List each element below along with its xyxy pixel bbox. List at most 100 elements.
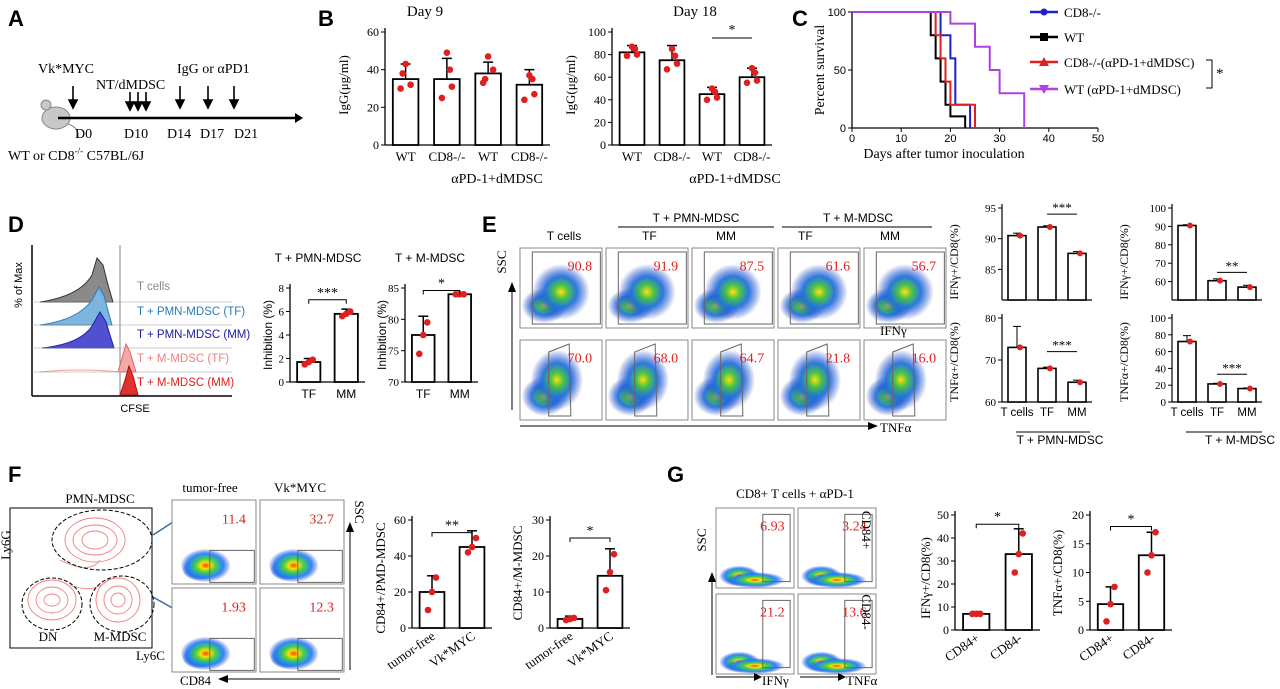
f2-tick: 0 <box>538 621 544 635</box>
e-ifn2-tick: 70 <box>1155 258 1167 270</box>
b-day18-chart: 0 20 40 60 80 100 WT CD8-/- WT CD8-/- <box>588 25 772 164</box>
b9-bar <box>474 72 502 146</box>
b9-bar <box>433 78 461 146</box>
f1-point <box>468 543 476 551</box>
d2-bar <box>447 293 472 383</box>
f-head-tumorfree: tumor-free <box>182 480 238 495</box>
c-ylabel: Percent survival <box>813 25 828 116</box>
e-ifng-label: IFNγ <box>880 323 907 338</box>
e-row1-0-value: 90.8 <box>568 259 593 274</box>
d2-cat: MM <box>450 387 470 401</box>
f1-tick: 20 <box>394 585 406 599</box>
b9-point <box>446 66 454 73</box>
g2-tick: 5 <box>1078 594 1084 608</box>
e-ylabel-ifn2: IFNγ+/CD8(%) <box>1117 224 1131 299</box>
e-tnf2-cat: T cells <box>1170 407 1203 419</box>
b-title-day18: Day 18 <box>673 4 717 20</box>
f1-point <box>464 549 472 556</box>
d1-tick: 2 <box>279 354 285 366</box>
b9-point <box>531 90 538 98</box>
panel-label-e: E <box>482 212 497 237</box>
d1-point <box>342 310 350 318</box>
panel-label-a: A <box>8 6 24 31</box>
e-row1-3-value: 61.6 <box>826 259 851 274</box>
e-ifn2-tick: 60 <box>1155 277 1167 289</box>
c-xtick: 20 <box>944 133 956 145</box>
f1-point <box>424 606 432 614</box>
b9-point <box>402 60 409 68</box>
panel-a: A Vk*MYC NT/dMDSC IgG or αPD1 D0 D10 D14… <box>8 6 303 164</box>
e-head-m: T + M-MDSC <box>823 211 893 225</box>
e-row1-4-value: 56.7 <box>912 259 937 274</box>
e-tnf2-point <box>1247 385 1253 392</box>
e-ifn1-tick: 95 <box>985 203 997 215</box>
c-legend-0: CD8-/- <box>1064 5 1101 20</box>
e-head-tcells: T cells <box>547 229 581 243</box>
d-histo-label-0: T cells <box>137 281 170 293</box>
b9-point <box>443 49 451 57</box>
e-flow-grid: 90.8 70.0 91.9 68.0 87.5 64.7 61.6 21.8 56.7 16.0 <box>519 247 947 421</box>
e-tnf1-point <box>1077 379 1083 386</box>
g1-tick: 30 <box>937 554 949 568</box>
e-ifn2-bar <box>1177 224 1197 301</box>
e-ifn1-bar <box>1067 252 1087 301</box>
f-axis-ly6c: Ly6C <box>136 648 165 663</box>
b9-point <box>399 70 406 77</box>
b9-point <box>397 85 404 92</box>
g2-point <box>1107 600 1114 608</box>
b18-point <box>623 52 631 60</box>
b18-point <box>633 51 641 58</box>
f2-sig: * <box>587 524 594 539</box>
e-ifn2-bar <box>1237 286 1257 301</box>
g-row-cd84pos: CD84+ <box>859 511 874 549</box>
g1-tick: 50 <box>937 508 949 522</box>
panel-e: E T cells T + PMN-MDSC T + M-MDSC TF MM … <box>482 200 1275 447</box>
f1-bar <box>418 591 446 629</box>
g1-point <box>972 610 980 618</box>
e-row1-2-value: 87.5 <box>740 259 765 274</box>
panel-d: D % of Max CFSE T cells T + PMN-MDSC (TF… <box>8 212 478 415</box>
d-bar2-ylabel: Inhibition (%) <box>375 300 389 370</box>
f2-point <box>566 615 574 623</box>
g-flow-2-value: 21.2 <box>760 605 785 620</box>
g-axis-ssc: SSC <box>694 528 709 551</box>
c-xtick: 10 <box>895 133 907 145</box>
e-tnf1-bar <box>1007 346 1027 403</box>
b18-tick: 40 <box>594 93 606 107</box>
c-curve-3 <box>852 11 1026 128</box>
e-tnf1-tick: 80 <box>985 313 997 325</box>
d1-tick: 4 <box>279 330 285 342</box>
c-xtick: 0 <box>849 133 855 145</box>
c-ytick: 0 <box>840 123 846 135</box>
panel-label-b: B <box>318 6 334 31</box>
f2-tick: 30 <box>532 513 544 527</box>
d2-point <box>423 319 431 326</box>
e-ssc-label: SSC <box>494 250 509 273</box>
e-bar-charts: 85 90 95 *** 60 70 80 90 100 ** 60 70 80 T cells TF MM *… <box>985 200 1262 433</box>
d-bar1-ylabel: Inhibition (%) <box>261 300 275 370</box>
e-tnf2-point <box>1187 338 1193 345</box>
g2-point <box>1148 551 1155 559</box>
f-gate-pmn: PMN-MDSC <box>65 491 134 506</box>
e-tnf1-point <box>1017 344 1023 351</box>
b9-point <box>529 75 536 83</box>
c-xlabel: Days after tumor inoculation <box>863 147 1024 162</box>
f2-cat: tumor-free <box>522 628 576 672</box>
d-m-chart: 70 75 80 85 TF MM * <box>388 277 478 401</box>
b9-cat: WT <box>396 149 416 164</box>
g1-cat: CD84- <box>987 630 1025 663</box>
c-legend-2: CD8-/-(αPD-1+dMDSC) <box>1064 55 1194 70</box>
g1-sig: * <box>994 510 1001 525</box>
d1-tick: 6 <box>279 307 285 319</box>
e-ifn2-tick: 80 <box>1155 240 1167 252</box>
d2-point <box>419 331 427 339</box>
b18-point <box>668 45 676 53</box>
f-flow-3-value: 12.3 <box>309 601 334 616</box>
g2-bar <box>1096 603 1125 631</box>
b9-cat: CD8-/- <box>428 149 465 164</box>
d-histo-label-1: T + PMN-MDSC (TF) <box>137 306 245 318</box>
e-head-pmn: T + PMN-MDSC <box>653 211 740 225</box>
e-tnf2-bar <box>1237 387 1257 403</box>
e-row1-1-value: 91.9 <box>654 259 679 274</box>
